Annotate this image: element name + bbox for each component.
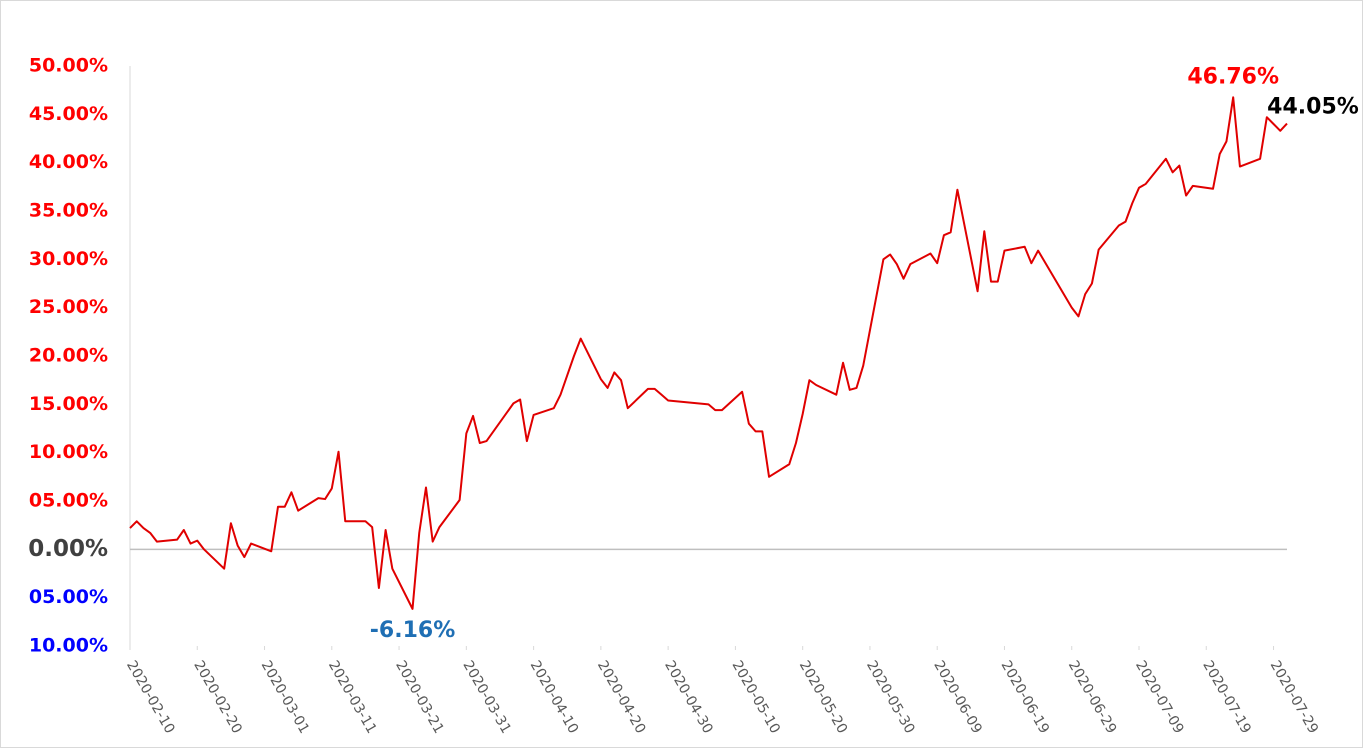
y-tick-label: 50.00% <box>29 55 108 77</box>
annotation: 44.05% <box>1267 95 1359 120</box>
annotation: 46.76% <box>1187 64 1279 89</box>
y-tick-label: 10.00% <box>29 441 108 463</box>
y-tick-label: 05.00% <box>29 586 108 608</box>
y-tick-label: 30.00% <box>29 248 108 270</box>
y-tick-label: 35.00% <box>29 200 108 222</box>
y-tick-label: 45.00% <box>29 103 108 125</box>
y-tick-label: 20.00% <box>29 345 108 367</box>
y-tick-label: 40.00% <box>29 151 108 173</box>
annotation: -6.16% <box>370 618 455 643</box>
y-tick-label: 0.00% <box>28 536 108 562</box>
y-tick-label: 05.00% <box>29 490 108 512</box>
y-tick-label: 10.00% <box>29 635 108 657</box>
y-tick-label: 15.00% <box>29 393 108 415</box>
data-line <box>129 96 1288 610</box>
y-tick-label: 25.00% <box>29 296 108 318</box>
